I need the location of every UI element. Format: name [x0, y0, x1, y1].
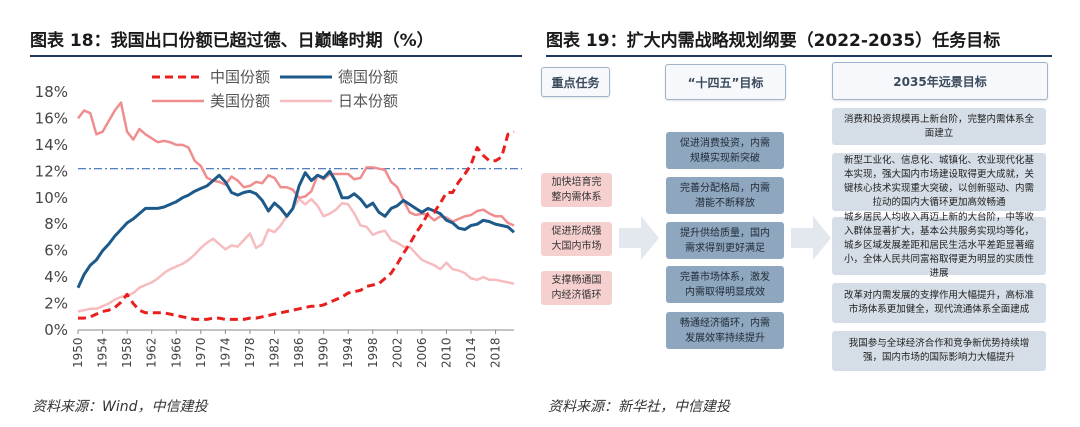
x-tick-label: 2014 — [464, 337, 478, 368]
goal-14th-box: 畅通经济循环，内需发展效率持续提升 — [666, 312, 784, 349]
col-head-2035-goals: 2035年远景目标 — [832, 62, 1048, 100]
legend-label: 美国份额 — [210, 92, 270, 110]
x-tick-label: 1986 — [292, 337, 306, 368]
x-tick-label: 1950 — [71, 337, 85, 368]
x-tick-label: 1974 — [218, 337, 232, 368]
goal-14th-box: 完善分配格局，内需潜能不断释放 — [666, 177, 784, 214]
goal-2035-box: 城乡居民人均收入再迈上新的大台阶，中等收入群体显著扩大，基本公共服务实现均等化，… — [832, 212, 1046, 279]
x-tick-label: 1994 — [341, 337, 355, 368]
y-tick-label: 14% — [35, 136, 68, 154]
x-tick-label: 2018 — [489, 337, 503, 368]
y-tick-label: 18% — [35, 83, 68, 101]
goal-14th-box: 促进消费投资，内需规模实现新突破 — [666, 132, 784, 169]
left-panel-title: 图表 18：我国出口份额已超过德、日巅峰时期（%） — [30, 31, 434, 51]
x-tick-label: 1978 — [243, 337, 257, 368]
goal-2035-box: 改革对内需发展的支撑作用大幅提升，高标准市场体系更加健全，现代流通体系全面建成 — [832, 283, 1046, 323]
goal-2035-box: 我国参与全球经济合作和竞争新优势持续增强，国内市场的国际影响力大幅提升 — [832, 331, 1046, 371]
y-tick-label: 6% — [44, 242, 68, 260]
x-tick-label: 1958 — [120, 337, 134, 368]
series-line — [77, 101, 515, 227]
y-tick-label: 16% — [35, 109, 68, 127]
arrow-right-icon — [619, 216, 659, 260]
left-title-rule — [30, 55, 522, 57]
y-tick-label: 2% — [44, 295, 68, 313]
y-tick-label: 10% — [35, 189, 68, 207]
x-tick-label: 1998 — [366, 337, 380, 368]
y-tick-label: 0% — [44, 321, 68, 339]
x-tick-label: 1962 — [145, 337, 159, 368]
goal-14th-box: 提升供给质量，国内需求得到更好满足 — [666, 222, 784, 259]
export-share-chart: 0% 2% 4% 6% 8% 10% 12% 14% 16% 18% 1950 1954 1958 196… — [35, 68, 522, 368]
right-title-rule — [546, 55, 1052, 57]
task-box: 促进形成强大国内市场 — [541, 222, 612, 256]
task-box: 加快培育完整内需体系 — [541, 173, 612, 207]
x-tick-label: 1954 — [96, 337, 110, 368]
goal-14th-box: 完善市场体系，激发内需取得明显成效 — [666, 266, 784, 303]
task-box: 支撑畅通国内经济循环 — [541, 271, 612, 305]
y-tick-label: 12% — [35, 162, 68, 180]
x-tick-label: 1982 — [268, 337, 282, 368]
y-tick-label: 4% — [44, 268, 68, 286]
x-tick-label: 2010 — [439, 337, 453, 368]
series-line — [76, 169, 515, 289]
x-tick-label: 1966 — [169, 337, 183, 368]
legend-label: 中国份额 — [210, 68, 270, 86]
goal-2035-box: 消费和投资规模再上新台阶，完整内需体系全面建立 — [832, 108, 1046, 145]
x-tick-label: 2002 — [390, 337, 404, 368]
series-line — [77, 197, 515, 313]
left-source: 资料来源：Wind，中信建投 — [32, 399, 208, 415]
y-tick-label: 8% — [44, 215, 68, 233]
legend-label: 德国份额 — [338, 68, 398, 86]
series-line — [78, 130, 515, 321]
col-head-14th-goals: “十四五”目标 — [665, 64, 786, 100]
right-source: 资料来源：新华社，中信建投 — [548, 399, 730, 415]
legend-label: 日本份额 — [338, 92, 398, 110]
right-panel-title: 图表 19：扩大内需战略规划纲要（2022-2035）任务目标 — [546, 31, 1001, 51]
col-head-key-tasks: 重点任务 — [541, 67, 610, 97]
x-tick-label: 2006 — [415, 337, 429, 368]
x-tick-label: 1990 — [317, 337, 331, 368]
goal-2035-box: 新型工业化、信息化、城镇化、农业现代化基本实现，强大国内市场建设取得更大成就，关… — [832, 153, 1046, 211]
x-tick-label: 1970 — [194, 337, 208, 368]
arrow-right-icon — [791, 216, 831, 260]
